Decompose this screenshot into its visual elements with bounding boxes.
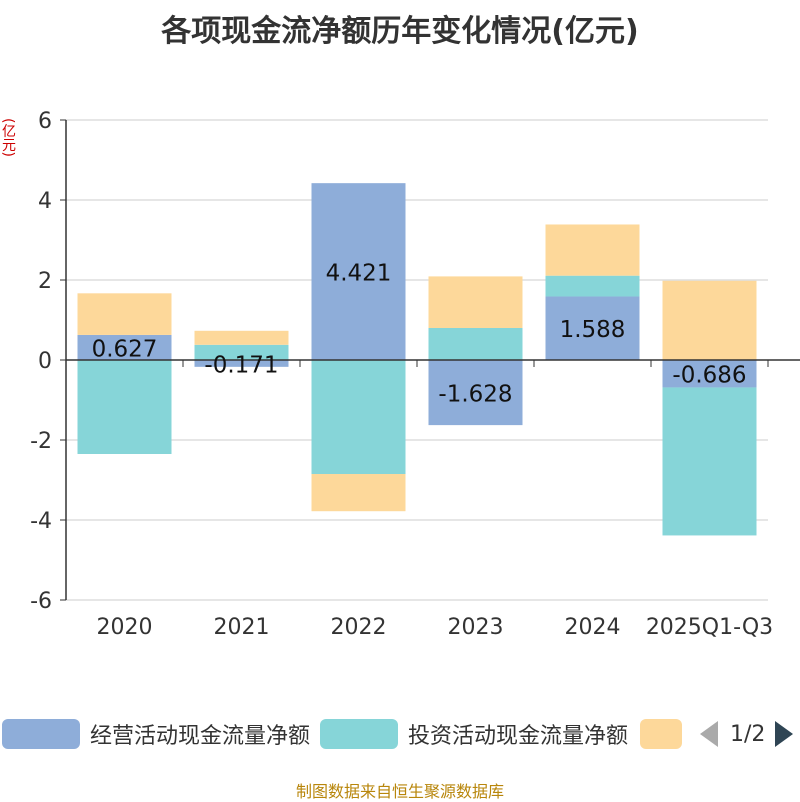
legend-item-operating[interactable]: 经营活动现金流量净额 bbox=[2, 714, 310, 754]
legend-page-indicator: 1/2 bbox=[730, 721, 766, 747]
legend-label-operating: 经营活动现金流量净额 bbox=[90, 724, 311, 749]
x-tick-label: 2021 bbox=[214, 615, 270, 640]
bar-2024-series-0 bbox=[545, 296, 640, 360]
bar-2021-series-2 bbox=[194, 330, 289, 345]
bar-2023-series-2 bbox=[428, 276, 523, 328]
y-tick-label: -4 bbox=[30, 509, 52, 534]
data-label-2024: 1.588 bbox=[560, 317, 626, 343]
legend-label-investing: 投资活动现金流量净额 bbox=[408, 724, 629, 749]
bar-2024-series-1 bbox=[545, 275, 640, 297]
legend-swatch-investing bbox=[320, 719, 398, 749]
y-tick-label: 4 bbox=[38, 189, 52, 214]
legend-swatch-third bbox=[640, 719, 682, 749]
prev-page-icon[interactable] bbox=[700, 721, 718, 747]
bar-2020-series-1 bbox=[77, 360, 172, 454]
bar-2020-series-2 bbox=[77, 293, 172, 335]
bar-2025Q1-Q3-series-1 bbox=[662, 387, 757, 536]
bar-2024-series-2 bbox=[545, 224, 640, 276]
x-tick-label: 2020 bbox=[97, 615, 153, 640]
data-label-2021: -0.171 bbox=[204, 352, 278, 378]
bar-2025Q1-Q3-series-0 bbox=[662, 360, 757, 388]
data-label-2025Q1-Q3: -0.686 bbox=[672, 363, 746, 389]
bar-2021-series-1 bbox=[194, 344, 289, 360]
chart-title: 各项现金流净额历年变化情况(亿元) bbox=[161, 14, 639, 49]
data-label-2020: 0.627 bbox=[92, 336, 158, 362]
bar-2022-series-2 bbox=[311, 474, 406, 512]
bar-2025Q1-Q3-series-2 bbox=[662, 280, 757, 360]
bar-2023-series-0 bbox=[428, 360, 523, 426]
legend: 经营活动现金流量净额 投资活动现金流量净额 1/2 bbox=[0, 714, 800, 754]
y-tick-label: 2 bbox=[38, 269, 52, 294]
x-tick-label: 2022 bbox=[331, 615, 387, 640]
x-tick-label: 2025Q1-Q3 bbox=[646, 615, 773, 640]
bar-2020-series-0 bbox=[77, 334, 172, 360]
bar-2022-series-0 bbox=[311, 183, 406, 360]
stacked-bar-chart: 6 4 2 0 -2 -4 -6 2020 2021 2022 2023 2024 2025Q1-Q3 0… bbox=[30, 109, 800, 640]
next-page-icon[interactable] bbox=[775, 721, 794, 747]
data-source-note: 制图数据来自恒生聚源数据库 bbox=[295, 782, 504, 801]
bar-2021-series-0 bbox=[194, 360, 289, 367]
legend-pager: 1/2 bbox=[700, 714, 794, 754]
y-axis-unit: (亿元) bbox=[0, 118, 16, 157]
legend-swatch-operating bbox=[2, 719, 80, 749]
legend-item-investing[interactable]: 投资活动现金流量净额 bbox=[320, 714, 628, 754]
x-tick-label: 2024 bbox=[565, 615, 621, 640]
data-label-2022: 4.421 bbox=[326, 261, 392, 287]
y-tick-label: 0 bbox=[38, 349, 52, 374]
legend-item-third[interactable] bbox=[640, 714, 692, 754]
x-tick-label: 2023 bbox=[448, 615, 504, 640]
bar-2022-series-1 bbox=[311, 360, 406, 474]
y-tick-label: -6 bbox=[30, 589, 52, 614]
y-tick-label: 6 bbox=[38, 109, 52, 134]
bar-2023-series-1 bbox=[428, 328, 523, 360]
y-tick-label: -2 bbox=[30, 429, 52, 454]
data-label-2023: -1.628 bbox=[438, 382, 512, 408]
